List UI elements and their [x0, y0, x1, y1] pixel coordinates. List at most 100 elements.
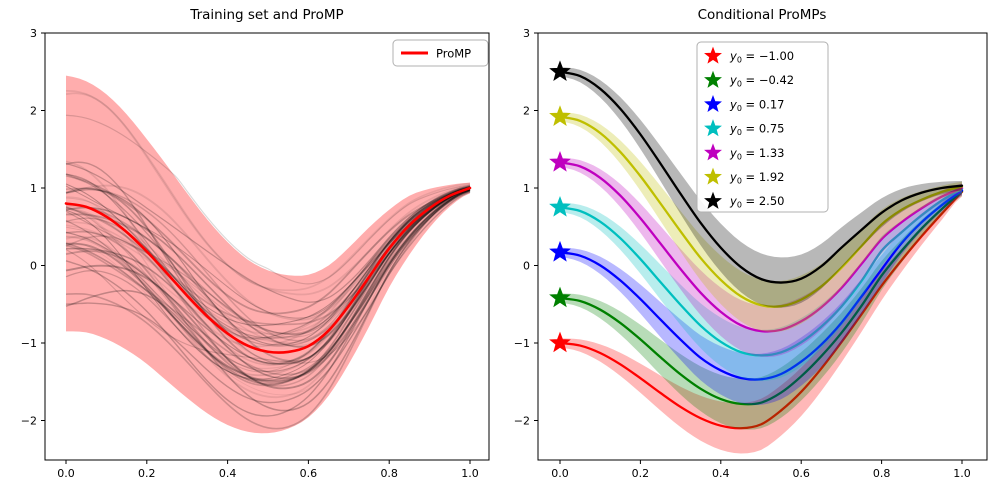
- training-trajectory: [65, 186, 471, 347]
- training-trajectory: [65, 183, 471, 327]
- training-trajectory: [65, 185, 471, 319]
- start-star-blue-icon: [549, 240, 571, 262]
- confidence-band: [66, 75, 470, 434]
- training-trajectory: [65, 189, 471, 396]
- legend-star-icon: [704, 119, 722, 137]
- conditional-curve-red: [558, 190, 964, 430]
- training-trajectory: [65, 92, 471, 296]
- training-trajectory: [65, 161, 471, 339]
- training-trajectory: [65, 184, 471, 321]
- legend: y0 = −1.00 y0 = −0.42 y0 = 0.17 y0 = 0.75 y0…: [696, 41, 829, 213]
- training-trajectory: [65, 187, 471, 385]
- axes-ticks: 0.0 0.2 0.4 0.6 0.8 1.0 3 2 1 0 −1 −2: [514, 27, 971, 480]
- legend-entry-cyan: y0 = 0.75: [704, 119, 784, 138]
- conditional-curve-blue: [558, 189, 964, 381]
- axes-ticks: 0.0 0.2 0.4 0.6 0.8 1.0 3 2 1 0 −1 −2: [21, 27, 479, 480]
- training-trajectory: [65, 173, 471, 315]
- legend-label: y0 = 0.75: [729, 122, 784, 138]
- plot-area: [558, 67, 964, 454]
- conditional-curve-cyan: [558, 187, 964, 357]
- y-tick-label: 1: [523, 182, 530, 195]
- start-star-red-icon: [549, 331, 571, 353]
- y-tick-label: −1: [514, 337, 530, 350]
- x-tick-label: 0.8: [873, 467, 891, 480]
- legend-label: y0 = 1.92: [729, 170, 784, 186]
- x-tick-label: 0.4: [712, 467, 730, 480]
- training-trajectory: [65, 187, 471, 370]
- start-star-magenta-icon: [549, 150, 571, 172]
- training-trajectory: [65, 189, 471, 387]
- panel-title-left: Training set and ProMP: [190, 7, 344, 23]
- legend-entry-red: y0 = −1.00: [704, 46, 794, 65]
- training-trajectory: [65, 191, 471, 404]
- conditional-band-red: [560, 187, 962, 454]
- conditional-band-black: [560, 67, 962, 308]
- training-trajectory: [65, 185, 471, 342]
- start-star-green-icon: [549, 286, 571, 308]
- start-star-cyan-icon: [549, 195, 571, 217]
- conditional-curve-green: [558, 189, 964, 406]
- training-trajectory: [65, 186, 471, 346]
- training-trajectory: [65, 162, 471, 303]
- training-trajectory: [65, 89, 471, 292]
- training-trajectory: [65, 187, 471, 326]
- conditional-curve-yellow: [558, 115, 964, 308]
- training-trajectory: [65, 188, 471, 364]
- legend-label: y0 = 0.17: [729, 97, 784, 113]
- legend-label: y0 = 2.50: [729, 194, 784, 210]
- legend-entry: ProMP: [401, 47, 471, 61]
- legend-star-icon: [704, 70, 722, 88]
- training-trajectory: [65, 187, 471, 377]
- training-trajectory: [65, 190, 471, 382]
- x-tick-label: 1.0: [953, 467, 971, 480]
- y-tick-label: 1: [30, 182, 37, 195]
- legend-label: y0 = 1.33: [729, 146, 784, 162]
- legend-label: ProMP: [436, 47, 471, 61]
- y-tick-label: 3: [523, 27, 530, 40]
- training-trajectory: [65, 188, 471, 390]
- x-tick-label: 0.6: [300, 467, 318, 480]
- training-trajectory: [65, 188, 471, 376]
- promp-mean-line: [64, 186, 472, 354]
- conditional-band-green: [560, 186, 962, 430]
- legend-label: y0 = −1.00: [729, 49, 794, 65]
- x-tick-label: 0.8: [380, 467, 398, 480]
- training-trajectory: [65, 188, 471, 384]
- y-tick-label: −2: [514, 414, 530, 427]
- axes-spines: [44, 32, 490, 461]
- training-trajectory: [65, 188, 471, 380]
- legend-star-icon: [704, 46, 722, 64]
- y-tick-label: −1: [21, 337, 37, 350]
- y-tick-label: 3: [30, 27, 37, 40]
- training-trajectory: [65, 189, 471, 382]
- legend-entry-black: y0 = 2.50: [704, 191, 784, 210]
- training-trajectory: [65, 186, 471, 365]
- training-trajectory: [65, 188, 471, 379]
- legend: ProMP: [392, 39, 489, 67]
- training-trajectory: [65, 187, 471, 341]
- conditional-band-blue: [560, 185, 962, 406]
- legend-entry-green: y0 = −0.42: [704, 70, 794, 89]
- legend-star-icon: [704, 191, 722, 209]
- y-tick-label: 0: [523, 259, 530, 272]
- start-star-black-icon: [549, 60, 571, 81]
- training-trajectory: [65, 189, 471, 412]
- training-trajectory: [65, 189, 471, 417]
- y-tick-label: 2: [30, 104, 37, 117]
- legend-entry-magenta: y0 = 1.33: [704, 143, 784, 162]
- conditional-curve-magenta: [558, 161, 964, 333]
- training-trajectory: [65, 114, 471, 285]
- training-trajectory: [65, 160, 471, 348]
- plot-area: [64, 75, 472, 434]
- axes-spines: [537, 32, 988, 461]
- x-tick-label: 0.2: [632, 467, 650, 480]
- conditional-curve-black: [558, 70, 964, 284]
- legend-star-icon: [704, 167, 722, 185]
- left-panel: 0.0 0.2 0.4 0.6 0.8 1.0 3 2 1 0 −1 −2 ProMP: [21, 27, 490, 480]
- legend-entry-blue: y0 = 0.17: [704, 94, 784, 113]
- training-trajectory: [65, 190, 471, 430]
- training-trajectory: [65, 173, 471, 339]
